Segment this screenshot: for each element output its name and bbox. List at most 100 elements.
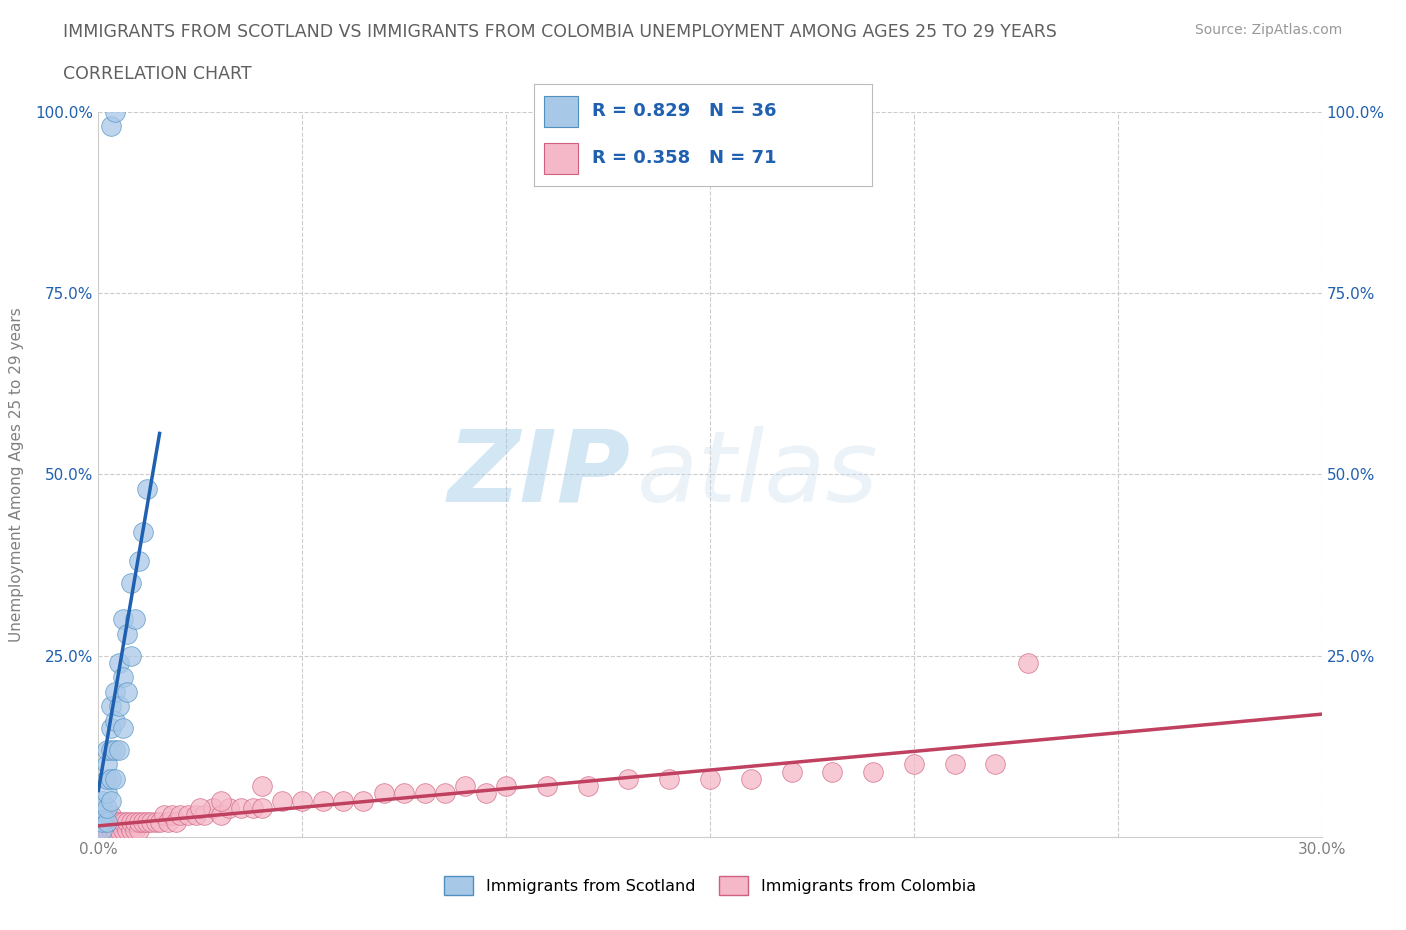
Point (115, 684, 138, 699)
Bar (544, 96, 578, 126)
Point (658, 772, 681, 787)
Point (100, 119, 122, 134)
Point (156, 815, 179, 830)
Point (111, 721, 134, 736)
Point (104, 713, 127, 728)
Point (115, 627, 138, 642)
Point (108, 815, 131, 830)
Point (218, 801, 240, 816)
Point (96, 830, 118, 844)
Point (352, 793, 374, 808)
Point (111, 822, 134, 837)
Point (91, 815, 114, 830)
Point (91, 815, 114, 830)
Point (903, 757, 925, 772)
Point (100, 808, 122, 823)
Point (186, 808, 208, 823)
Point (136, 815, 159, 830)
Point (193, 808, 215, 823)
Point (1017, 656, 1039, 671)
Point (242, 801, 264, 816)
Text: IMMIGRANTS FROM SCOTLAND VS IMMIGRANTS FROM COLOMBIA UNEMPLOYMENT AMONG AGES 25 : IMMIGRANTS FROM SCOTLAND VS IMMIGRANTS F… (63, 23, 1057, 41)
Point (108, 656, 131, 671)
Point (132, 815, 155, 830)
Point (332, 793, 354, 808)
Point (91, 830, 114, 844)
Point (100, 793, 122, 808)
Point (96, 786, 118, 801)
Point (128, 822, 150, 837)
Point (617, 772, 640, 787)
Point (434, 786, 457, 801)
Point (188, 801, 212, 816)
Point (108, 742, 131, 757)
Bar (544, 143, 578, 174)
Point (104, 742, 127, 757)
Text: ZIP: ZIP (447, 426, 630, 523)
Point (145, 815, 167, 830)
Point (96, 801, 118, 816)
Point (740, 772, 762, 787)
Point (495, 778, 517, 793)
Point (91, 793, 114, 808)
Point (108, 822, 131, 837)
Point (96, 815, 118, 830)
Point (270, 793, 294, 808)
Point (373, 786, 395, 801)
Point (96, 822, 118, 837)
Point (100, 815, 122, 830)
Point (100, 772, 122, 787)
Point (104, 684, 127, 699)
Point (115, 815, 138, 830)
Point (120, 576, 142, 591)
Point (108, 699, 131, 714)
Text: CORRELATION CHART: CORRELATION CHART (63, 65, 252, 83)
Point (177, 808, 200, 823)
Point (943, 757, 966, 772)
Point (104, 104, 127, 119)
Point (392, 786, 416, 801)
Point (91, 822, 114, 837)
Point (250, 778, 273, 793)
Point (160, 808, 183, 823)
Legend: Immigrants from Scotland, Immigrants from Colombia: Immigrants from Scotland, Immigrants fro… (437, 870, 983, 901)
Point (201, 801, 224, 816)
Text: Source: ZipAtlas.com: Source: ZipAtlas.com (1195, 23, 1343, 37)
Point (111, 612, 134, 627)
Text: R = 0.829   N = 36: R = 0.829 N = 36 (592, 102, 776, 120)
Point (209, 808, 232, 823)
Point (100, 742, 122, 757)
Point (231, 801, 253, 816)
Point (124, 822, 146, 837)
Point (312, 793, 335, 808)
Point (149, 815, 172, 830)
Point (104, 822, 127, 837)
Text: atlas: atlas (637, 426, 879, 523)
Point (104, 772, 127, 787)
Point (576, 778, 599, 793)
Point (780, 764, 803, 779)
Point (413, 786, 436, 801)
Point (120, 822, 142, 837)
Point (100, 822, 122, 837)
Point (152, 808, 174, 823)
Point (699, 772, 721, 787)
Point (111, 670, 134, 684)
Point (136, 482, 159, 497)
Point (128, 815, 150, 830)
Point (250, 801, 273, 816)
Point (124, 612, 146, 627)
Point (115, 822, 138, 837)
Point (474, 786, 498, 801)
Point (120, 815, 142, 830)
Point (862, 764, 884, 779)
Point (104, 830, 127, 844)
Point (96, 742, 118, 757)
Point (128, 554, 150, 569)
Point (984, 757, 1007, 772)
Point (132, 525, 155, 539)
Point (96, 757, 118, 772)
Y-axis label: Unemployment Among Ages 25 to 29 years: Unemployment Among Ages 25 to 29 years (10, 307, 24, 642)
Point (120, 648, 142, 663)
Point (111, 815, 134, 830)
